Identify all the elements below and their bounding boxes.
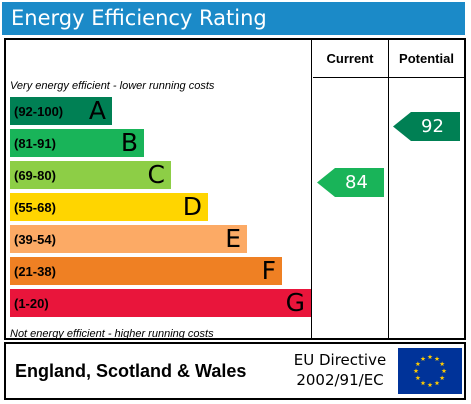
band-range: (81-91) — [14, 135, 56, 151]
bottom-note: Not energy efficient - higher running co… — [10, 328, 214, 340]
top-note: Very energy efficient - lower running co… — [10, 80, 215, 92]
eu-star-icon — [427, 382, 433, 388]
band-letter: A — [88, 96, 106, 125]
eu-star-icon — [415, 375, 421, 381]
eu-star-icon — [420, 380, 426, 386]
rating-band-d: (55-68) D — [10, 193, 208, 221]
rating-band-e: (39-54) E — [10, 225, 247, 253]
directive-line-2: 2002/91/EC — [296, 371, 384, 389]
directive-line-1: EU Directive — [293, 351, 387, 369]
eu-star-icon — [413, 368, 419, 374]
rating-band-f: (21-38) F — [10, 257, 282, 285]
country-label: England, Scotland & Wales — [15, 361, 247, 381]
eu-flag-icon — [398, 348, 462, 394]
eu-star-icon — [427, 354, 433, 360]
rating-band-g: (1-20) G — [10, 289, 311, 317]
band-range: (55-68) — [14, 199, 56, 215]
potential-column-header: Potential — [399, 51, 454, 66]
band-letter: G — [285, 288, 305, 317]
rating-band-a: (92-100) A — [10, 97, 112, 125]
band-letter: E — [225, 224, 241, 253]
current-rating-value: 84 — [345, 172, 368, 193]
header-divider — [313, 77, 464, 78]
band-range: (1-20) — [14, 295, 49, 311]
current-column-header: Current — [326, 51, 374, 66]
band-range: (92-100) — [14, 103, 64, 119]
chart-title: Energy Efficiency Rating — [2, 2, 465, 35]
eu-star-icon — [439, 361, 445, 367]
eu-star-icon — [420, 356, 426, 361]
rating-band-b: (81-91) B — [10, 129, 144, 157]
band-letter: F — [261, 256, 276, 285]
eu-star-icon — [434, 356, 440, 361]
footer: England, Scotland & Wales EU Directive 2… — [4, 342, 466, 400]
band-letter: C — [147, 160, 165, 189]
eu-star-icon — [441, 368, 447, 374]
eu-star-icon — [415, 361, 421, 367]
band-letter: D — [182, 192, 202, 221]
potential-rating-value: 92 — [421, 116, 444, 137]
band-range: (39-54) — [14, 231, 56, 247]
band-range: (21-38) — [14, 263, 56, 279]
rating-band-c: (69-80) C — [10, 161, 171, 189]
band-letter: B — [120, 128, 138, 157]
rating-table: Current Potential Very energy efficient … — [4, 38, 466, 340]
column-divider — [311, 40, 312, 338]
band-range: (69-80) — [14, 167, 56, 183]
eu-star-icon — [439, 375, 445, 381]
eu-star-icon — [434, 380, 440, 386]
current-rating-arrow: 84 — [317, 168, 384, 197]
potential-rating-arrow: 92 — [393, 112, 460, 141]
eu-directive: EU Directive 2002/91/EC — [284, 350, 396, 390]
column-divider — [388, 40, 389, 338]
